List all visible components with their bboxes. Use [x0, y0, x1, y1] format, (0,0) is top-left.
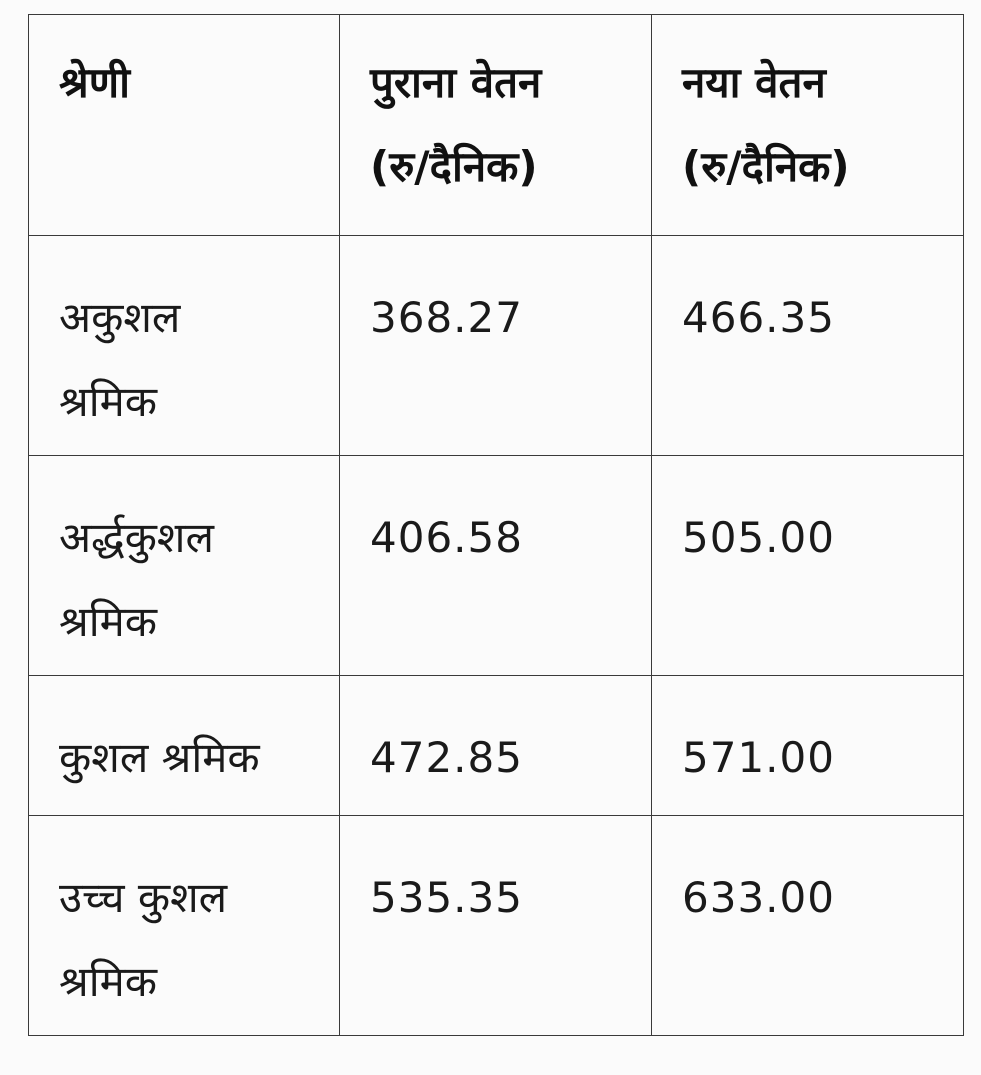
category-label: उच्च कुशल: [59, 873, 228, 922]
header-old-wage-label: पुराना वेतन: [370, 58, 542, 107]
new-wage-cell: 571.00: [651, 675, 964, 816]
new-wage-cell: 633.00: [651, 815, 964, 1036]
table-row: कुशल श्रमिक 472.85 571.00: [28, 675, 964, 816]
header-category-label: श्रेणी: [59, 58, 130, 107]
header-new-wage: नया वेतन (रु/दैनिक): [651, 14, 964, 236]
header-category: श्रेणी: [28, 14, 340, 236]
header-new-wage-label: नया वेतन: [682, 58, 826, 107]
old-wage-cell: 368.27: [339, 235, 652, 456]
wage-table: श्रेणी पुराना वेतन (रु/दैनिक) नया वेतन (…: [28, 14, 964, 1036]
table-header-row: श्रेणी पुराना वेतन (रु/दैनिक) नया वेतन (…: [28, 14, 964, 236]
category-label-cont: श्रमिक: [59, 597, 157, 646]
category-label: कुशल श्रमिक: [59, 733, 260, 782]
new-wage-cell: 505.00: [651, 455, 964, 676]
header-new-wage-unit: (रु/दैनिक): [682, 142, 850, 191]
category-cell: कुशल श्रमिक: [28, 675, 340, 816]
category-cell: अर्द्धकुशल श्रमिक: [28, 455, 340, 676]
old-wage-cell: 406.58: [339, 455, 652, 676]
category-label: अकुशल: [59, 293, 181, 342]
category-cell: अकुशल श्रमिक: [28, 235, 340, 456]
table-row: अर्द्धकुशल श्रमिक 406.58 505.00: [28, 455, 964, 676]
category-label-cont: श्रमिक: [59, 957, 157, 1006]
header-old-wage-unit: (रु/दैनिक): [370, 142, 538, 191]
table-row: अकुशल श्रमिक 368.27 466.35: [28, 235, 964, 456]
old-wage-cell: 535.35: [339, 815, 652, 1036]
category-label: अर्द्धकुशल: [59, 513, 214, 562]
category-label-cont: श्रमिक: [59, 377, 157, 426]
header-old-wage: पुराना वेतन (रु/दैनिक): [339, 14, 652, 236]
category-cell: उच्च कुशल श्रमिक: [28, 815, 340, 1036]
new-wage-cell: 466.35: [651, 235, 964, 456]
old-wage-cell: 472.85: [339, 675, 652, 816]
table-row: उच्च कुशल श्रमिक 535.35 633.00: [28, 815, 964, 1036]
